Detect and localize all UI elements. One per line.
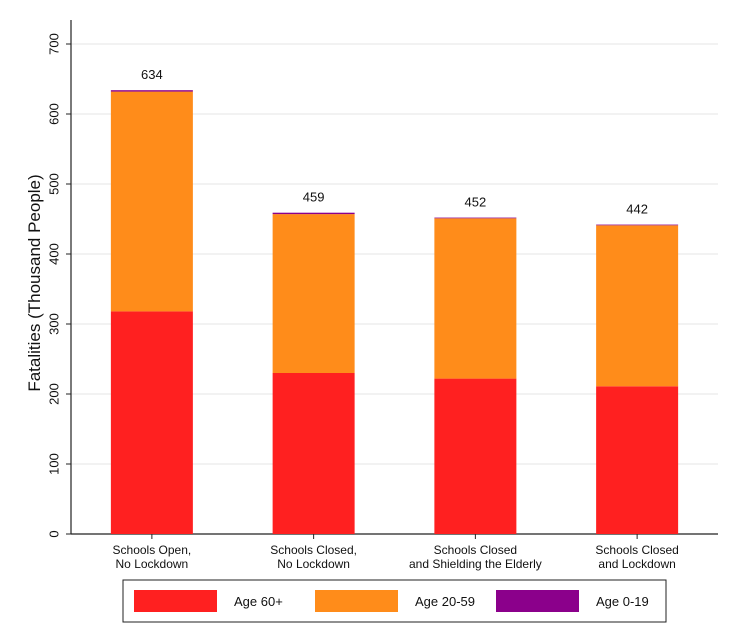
- x-tick-label: and Lockdown: [598, 557, 675, 571]
- y-tick-label: 600: [46, 103, 61, 125]
- bar-total-label: 459: [303, 190, 325, 205]
- bar-segment-age-60-: [110, 311, 193, 534]
- bar-segment-age-60-: [596, 386, 679, 534]
- y-tick-label: 100: [46, 453, 61, 475]
- x-tick-label: Schools Closed: [595, 543, 678, 557]
- bar-segment-age-20-59: [434, 218, 517, 379]
- y-tick-label: 400: [46, 243, 61, 265]
- bar-segment-age-60-: [434, 378, 517, 534]
- bar-segment-age-20-59: [110, 91, 193, 312]
- bar-segment-age-0-19: [596, 224, 679, 226]
- y-tick-label: 200: [46, 383, 61, 405]
- bar-total-label: 452: [465, 195, 487, 210]
- legend-label: Age 0-19: [596, 594, 649, 609]
- legend-label: Age 20-59: [415, 594, 475, 609]
- x-tick-label: Schools Open,: [113, 543, 192, 557]
- bar-segment-age-60-: [272, 373, 355, 534]
- bar-total-label: 442: [626, 202, 648, 217]
- bar-segment-age-20-59: [272, 214, 355, 373]
- x-tick-label: Schools Closed,: [270, 543, 357, 557]
- legend-swatch: [496, 590, 579, 612]
- y-tick-label: 700: [46, 33, 61, 55]
- y-axis-label: Fatalities (Thousand People): [25, 174, 44, 391]
- bar-segment-age-0-19: [110, 90, 193, 92]
- legend-swatch: [315, 590, 398, 612]
- x-tick-label: No Lockdown: [277, 557, 350, 571]
- y-tick-label: 300: [46, 313, 61, 335]
- x-tick-label: Schools Closed: [434, 543, 517, 557]
- legend-swatch: [134, 590, 217, 612]
- bar-segment-age-0-19: [434, 217, 517, 219]
- x-tick-label: and Shielding the Elderly: [409, 557, 542, 571]
- bars: 634 459 452 442: [110, 67, 679, 534]
- legend: Age 60+ Age 20-59 Age 0-19: [122, 579, 667, 623]
- bar-segment-age-0-19: [272, 212, 355, 215]
- x-tick-label: No Lockdown: [116, 557, 189, 571]
- y-tick-label: 500: [46, 173, 61, 195]
- legend-label: Age 60+: [234, 594, 283, 609]
- bar-total-label: 634: [141, 67, 163, 82]
- bar-segment-age-20-59: [596, 225, 679, 387]
- y-tick-label: 0: [46, 530, 61, 537]
